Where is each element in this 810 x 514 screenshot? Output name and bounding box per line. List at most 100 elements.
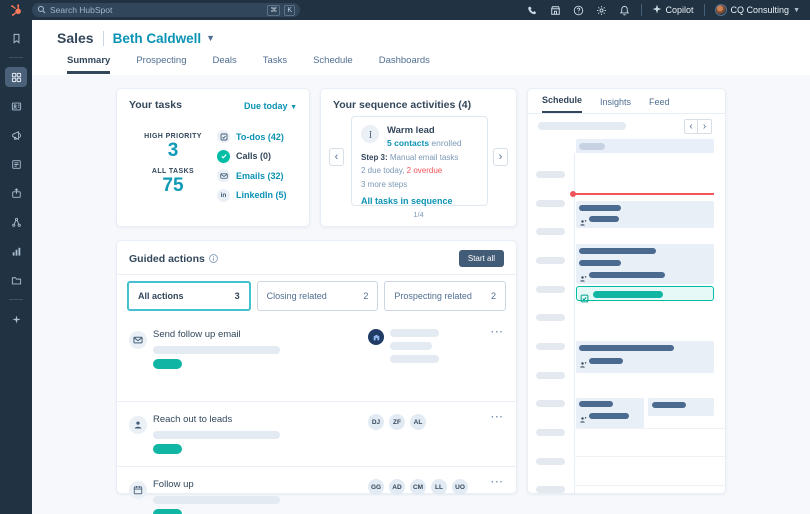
task-item-calls[interactable]: Calls (0) [217, 149, 287, 163]
schedule-next-icon[interactable]: › [698, 119, 712, 134]
action-context: GG AD CM LL UO [368, 479, 508, 514]
carousel-prev-icon[interactable]: ‹ [329, 148, 344, 166]
tab-schedule[interactable]: Schedule [313, 55, 353, 66]
event-title-skeleton [579, 260, 621, 266]
stat-value-high-priority[interactable]: 3 [167, 140, 179, 161]
sidebar-item-reporting[interactable] [5, 241, 27, 261]
text-skeleton [153, 496, 280, 504]
global-search[interactable]: ⌘ K [32, 3, 300, 17]
linkedin-icon: in [217, 188, 230, 202]
time-slot-skeleton [536, 343, 565, 350]
tab-prospecting[interactable]: Prospecting [136, 55, 187, 66]
contact-avatar[interactable]: AL [410, 414, 426, 430]
calendar-event[interactable] [576, 244, 714, 284]
time-slot-skeleton [536, 286, 565, 293]
task-item-todos[interactable]: To-dos (42) [217, 130, 287, 143]
schedule-panel-tabs: Schedule Insights Feed [528, 89, 725, 114]
settings-icon[interactable] [595, 4, 608, 17]
time-slot-skeleton [536, 429, 565, 436]
page-title: Sales [57, 30, 94, 46]
action-button-skeleton[interactable] [153, 359, 182, 369]
carousel-next-icon[interactable]: › [493, 148, 508, 166]
task-item-emails[interactable]: Emails (32) [217, 169, 287, 182]
calendar-event[interactable] [576, 341, 714, 373]
calling-icon[interactable] [526, 4, 539, 17]
contacts-count-link[interactable]: 5 contacts [387, 138, 430, 148]
tab-summary[interactable]: Summary [67, 55, 111, 74]
action-button-skeleton[interactable] [153, 509, 182, 514]
filter-closing-related[interactable]: Closing related 2 [256, 281, 379, 311]
chevron-down-icon[interactable]: ▼ [206, 33, 216, 43]
sidebar-item-content[interactable] [5, 154, 27, 174]
copilot-sparkle-icon [652, 4, 662, 16]
company-avatar[interactable] [368, 329, 384, 345]
task-stats: HIGH PRIORITY 3 ALL TASKS 75 [129, 127, 217, 202]
sequence-step-line: Step 3: Manual email tasks [361, 152, 459, 162]
row-menu-icon[interactable]: ··· [491, 327, 504, 338]
schedule-toolbar: ‹ › [528, 114, 725, 137]
schedule-prev-icon[interactable]: ‹ [684, 119, 698, 134]
tab-insights[interactable]: Insights [600, 97, 632, 107]
tab-feed[interactable]: Feed [649, 97, 670, 107]
selected-task-event[interactable] [576, 286, 714, 302]
task-item-linkedin[interactable]: in LinkedIn (5) [217, 188, 287, 202]
hubspot-logo-icon[interactable] [0, 3, 32, 17]
calendar-event[interactable] [576, 398, 644, 428]
contact-avatar[interactable]: ZF [389, 414, 405, 430]
marketplace-icon[interactable] [549, 4, 562, 17]
tab-schedule-panel[interactable]: Schedule [542, 95, 583, 113]
filter-prospecting-related[interactable]: Prospecting related 2 [384, 281, 507, 311]
contact-avatar[interactable]: DJ [368, 414, 384, 430]
action-title: Reach out to leads [153, 414, 233, 425]
main-area: Sales Beth Caldwell ▼ Summary Prospectin… [32, 20, 810, 514]
tab-deals[interactable]: Deals [212, 55, 237, 66]
contact-avatar[interactable]: LL [431, 479, 447, 495]
overdue-count: 2 overdue [406, 166, 443, 175]
search-input[interactable] [50, 5, 264, 15]
contact-avatar[interactable]: GG [368, 479, 384, 495]
sequence-item-card[interactable]: Warm lead 5 contacts enrolled Step 3: Ma… [351, 116, 488, 206]
start-all-button[interactable]: Start all [458, 250, 504, 267]
attendee-icon [579, 270, 587, 288]
sidebar-item-library[interactable] [5, 270, 27, 290]
calendar-event[interactable] [576, 201, 714, 228]
sequence-card-title: Your sequence activities (4) [333, 99, 472, 111]
calendar-event[interactable] [648, 398, 714, 416]
account-menu[interactable]: CQ Consulting ▼ [714, 4, 800, 16]
sidebar-item-commerce[interactable] [5, 183, 27, 203]
sidebar-item-bookmarks[interactable] [5, 28, 27, 48]
all-day-event[interactable] [576, 139, 714, 153]
action-context [368, 329, 486, 390]
sidebar-item-shortcuts[interactable] [5, 309, 27, 329]
info-icon[interactable] [209, 254, 218, 263]
sequence-name[interactable]: Warm lead [387, 125, 435, 136]
sidebar-item-workspaces[interactable] [5, 67, 27, 87]
tab-dashboards[interactable]: Dashboards [378, 55, 430, 66]
user-view-selector[interactable]: Beth Caldwell [112, 30, 202, 46]
copilot-button[interactable]: Copilot [652, 4, 694, 16]
contact-avatar[interactable]: UO [452, 479, 468, 495]
contact-avatar[interactable]: CM [410, 479, 426, 495]
sidebar-item-crm[interactable] [5, 96, 27, 116]
action-button-skeleton[interactable] [153, 444, 182, 454]
stat-value-all-tasks[interactable]: 75 [162, 175, 184, 196]
schedule-panel: Schedule Insights Feed ‹ › [527, 88, 726, 494]
event-title-skeleton [579, 205, 621, 211]
row-menu-icon[interactable]: ··· [491, 477, 504, 488]
filter-label: Prospecting related [394, 291, 472, 301]
row-menu-icon[interactable]: ··· [491, 412, 504, 423]
tab-tasks[interactable]: Tasks [262, 55, 288, 66]
sidebar-item-automations[interactable] [5, 212, 27, 232]
due-today-filter[interactable]: Due today ▼ [244, 101, 297, 111]
text-skeleton [390, 355, 439, 363]
sequence-due-line: 2 due today, 2 overdue [361, 166, 443, 175]
help-icon[interactable] [572, 4, 585, 17]
contact-avatar[interactable]: AD [389, 479, 405, 495]
notifications-icon[interactable] [618, 4, 631, 17]
time-slot-skeleton [536, 171, 565, 178]
event-label-skeleton [579, 142, 605, 150]
sidebar-item-marketing[interactable] [5, 125, 27, 145]
attendee-icon [579, 411, 587, 429]
all-tasks-in-sequence-link[interactable]: All tasks in sequence [361, 195, 453, 206]
filter-all-actions[interactable]: All actions 3 [127, 281, 251, 311]
